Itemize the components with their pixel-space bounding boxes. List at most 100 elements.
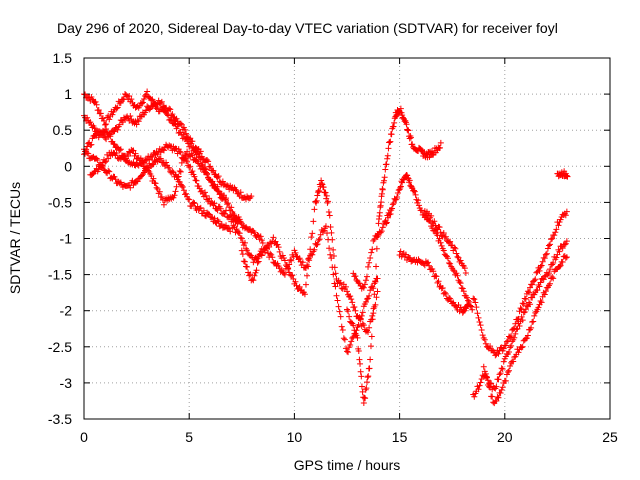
data-point (337, 279, 344, 286)
data-point (499, 384, 506, 391)
data-point (366, 365, 373, 372)
y-tick-label: -2.5 (48, 339, 72, 355)
data-point (470, 295, 477, 302)
data-point (461, 265, 468, 272)
data-point (99, 115, 106, 122)
data-point (502, 377, 509, 384)
data-point (177, 149, 184, 156)
data-point (388, 131, 395, 138)
data-point (196, 205, 203, 212)
data-point (556, 263, 563, 270)
data-point (203, 192, 210, 199)
data-point (301, 291, 308, 298)
data-point (316, 188, 323, 195)
y-tick-labels: 1.5 1 0.5 0 -0.5 -1 -1.5 -2 -2.5 -3 -3.5 (48, 50, 72, 427)
data-point (557, 216, 564, 223)
data-point (233, 187, 240, 194)
x-axis-label: GPS time / hours (294, 457, 401, 473)
data-point (372, 278, 379, 285)
data-point (270, 234, 277, 241)
data-point (437, 239, 444, 246)
data-point (107, 133, 114, 140)
data-point (324, 199, 331, 206)
data-point (153, 101, 160, 108)
y-tick-label: -1 (60, 231, 73, 247)
data-point (144, 88, 151, 95)
data-point (150, 175, 157, 182)
data-point (366, 292, 373, 299)
data-point (258, 237, 265, 244)
data-point (274, 241, 281, 248)
data-point (114, 126, 121, 133)
data-point (382, 166, 389, 173)
data-point (254, 259, 261, 266)
data-point (226, 225, 233, 232)
data-point (181, 126, 188, 133)
data-point (178, 182, 185, 189)
data-point (183, 190, 190, 197)
data-point (563, 254, 570, 261)
data-point (541, 255, 548, 262)
data-point (477, 322, 484, 329)
data-point (255, 258, 262, 265)
data-point (483, 373, 490, 380)
data-point (349, 299, 356, 306)
data-point (363, 385, 370, 392)
data-point (314, 241, 321, 248)
series-track-8 (344, 105, 444, 406)
data-point (190, 199, 197, 206)
data-point (171, 192, 178, 199)
data-point (175, 173, 182, 180)
data-point (178, 159, 185, 166)
data-point (479, 332, 486, 339)
data-point (394, 190, 401, 197)
data-point (241, 258, 248, 265)
data-point (215, 173, 222, 180)
data-point (365, 329, 372, 336)
data-point (221, 196, 228, 203)
plot-frame (83, 57, 611, 420)
data-point (208, 198, 215, 205)
data-point (223, 195, 230, 202)
data-point (559, 258, 566, 265)
data-point (498, 365, 505, 372)
data-point (167, 106, 174, 113)
data-point (368, 249, 375, 256)
data-point (215, 218, 222, 225)
data-point (143, 107, 150, 114)
data-point (243, 245, 250, 252)
data-point (253, 267, 260, 274)
data-point (363, 296, 370, 303)
data-point (174, 176, 181, 183)
data-point (523, 302, 530, 309)
data-point (452, 302, 459, 309)
data-point (378, 228, 385, 235)
data-point (368, 333, 375, 340)
data-point (487, 343, 494, 350)
data-point (169, 168, 176, 175)
data-point (383, 161, 390, 168)
data-point (381, 177, 388, 184)
data-point (322, 223, 329, 230)
data-point (504, 337, 511, 344)
data-point (463, 294, 470, 301)
data-point (357, 368, 364, 375)
data-point (436, 144, 443, 151)
data-point (525, 289, 532, 296)
data-point (537, 279, 544, 286)
data-point (478, 327, 485, 334)
data-point (356, 356, 363, 363)
data-point (194, 149, 201, 156)
data-point (113, 105, 120, 112)
data-point (116, 121, 123, 128)
data-point (262, 244, 269, 251)
data-point (563, 238, 570, 245)
data-point (390, 200, 397, 207)
data-point (538, 299, 545, 306)
data-point (293, 253, 300, 260)
data-point (362, 277, 369, 284)
data-point (98, 162, 105, 169)
data-point (384, 152, 391, 159)
data-point (379, 224, 386, 231)
